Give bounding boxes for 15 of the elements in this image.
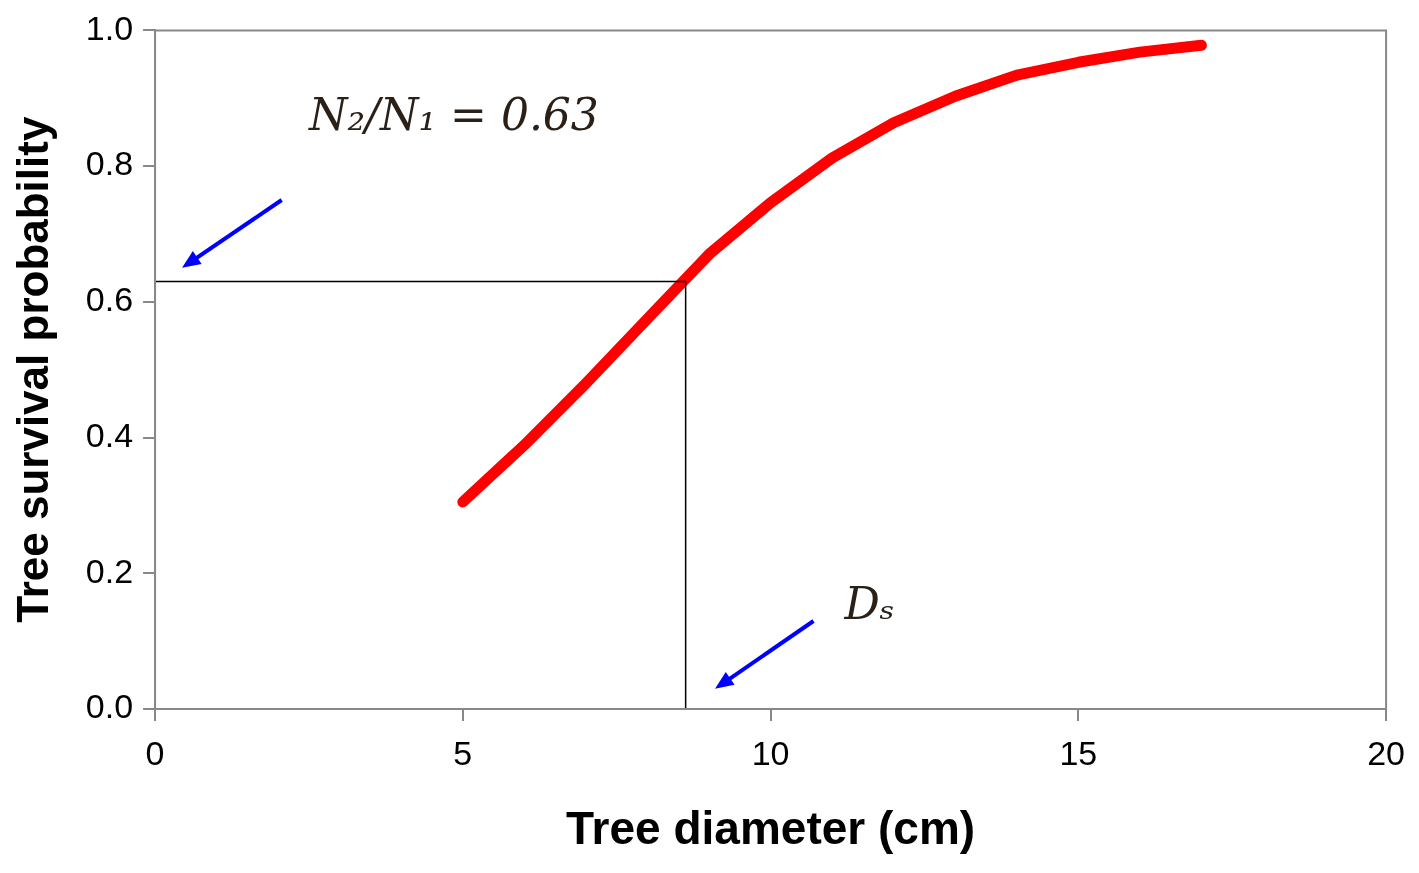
annotation: Dₛ	[843, 577, 895, 629]
x-tick-label: 5	[453, 733, 473, 772]
annotation: N₂/N₁ = 0.63	[307, 89, 599, 141]
y-tick-label: 0.6	[85, 280, 134, 319]
y-tick-label: 0.4	[85, 415, 134, 454]
y-tick-label: 0.0	[85, 687, 134, 726]
x-axis-title: Tree diameter (cm)	[566, 802, 976, 855]
y-tick-label: 1.0	[85, 8, 134, 47]
x-tick-label: 0	[145, 733, 165, 772]
y-axis-title: Tree survival probability	[7, 116, 57, 623]
y-tick-label: 0.2	[85, 551, 134, 590]
x-tick-label: 10	[751, 733, 790, 772]
x-tick-label: 15	[1059, 733, 1098, 772]
x-tick-label: 20	[1367, 733, 1405, 772]
y-tick-label: 0.8	[85, 144, 134, 183]
